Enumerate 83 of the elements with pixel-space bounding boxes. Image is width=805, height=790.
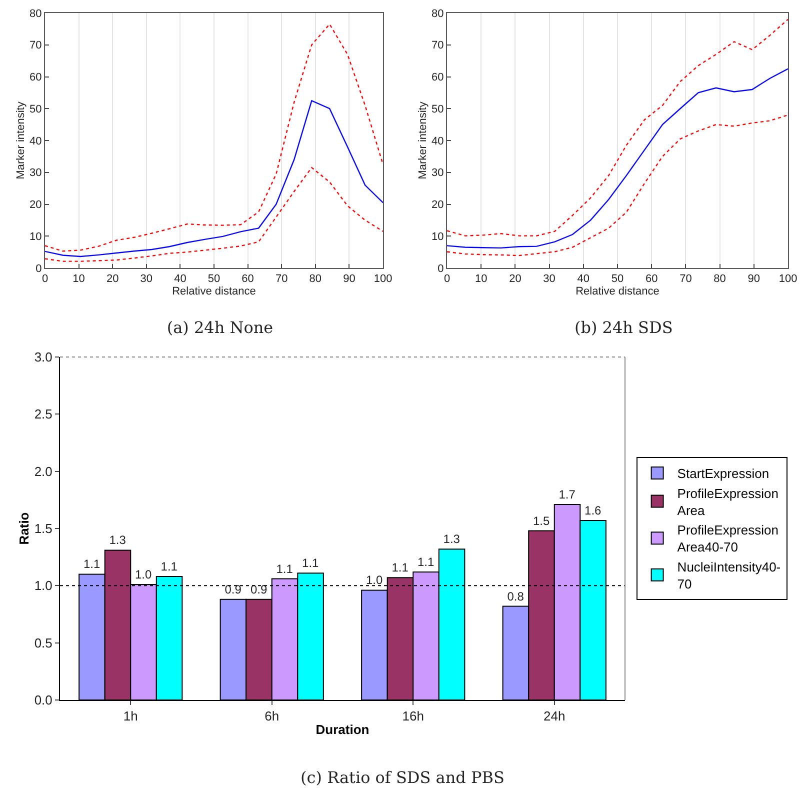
data-label: 1.5 <box>532 514 550 528</box>
y-tick-label: 70 <box>30 40 42 52</box>
data-label: 1.6 <box>584 504 602 518</box>
data-label: 1.3 <box>109 533 126 548</box>
y-tick-label: 2.5 <box>34 406 52 422</box>
line-series <box>45 24 383 252</box>
y-tick-label: 40 <box>432 135 444 148</box>
y-tick-label: 30 <box>432 167 444 180</box>
x-tick-label: 10 <box>72 273 85 286</box>
x-tick-label: 70 <box>275 273 288 286</box>
y-tick-label: 20 <box>30 199 42 212</box>
x-tick-label: 6h <box>264 708 280 724</box>
x-tick-label: 20 <box>509 273 522 286</box>
data-label: 0.9 <box>224 582 242 596</box>
x-tick-label: 30 <box>543 273 556 286</box>
y-tick-label: 60 <box>30 72 42 84</box>
x-tick-label: 40 <box>174 273 186 286</box>
y-tick-label: 30 <box>30 167 42 180</box>
y-tick-label: 1.5 <box>34 521 52 536</box>
y-tick-label: 20 <box>432 199 444 212</box>
x-tick-label: 50 <box>611 273 624 286</box>
x-tick-label: 90 <box>343 273 356 286</box>
x-axis-title: Relative distance <box>172 285 256 298</box>
x-tick-label: 16h <box>402 708 424 724</box>
x-tick-label: 100 <box>778 273 798 286</box>
data-label: 1.1 <box>276 562 294 576</box>
text: (a) 24h None <box>166 318 274 337</box>
x-tick-label: 30 <box>140 273 153 286</box>
line-series <box>45 166 383 262</box>
x-tick-label: 40 <box>577 273 590 286</box>
data-label: 1.1 <box>418 554 435 569</box>
data-label: 1.1 <box>392 560 409 575</box>
data-label: 1.3 <box>443 532 460 546</box>
y-tick-label: 40 <box>30 135 42 148</box>
y-tick-label: 60 <box>432 72 444 84</box>
line-series <box>447 114 788 256</box>
x-tick-label: 20 <box>106 273 119 286</box>
x-tick-label: 50 <box>208 273 220 286</box>
x-tick-label: 1h <box>123 708 138 724</box>
y-tick-label: 80 <box>432 8 444 20</box>
data-label: 1.1 <box>302 556 320 570</box>
y-tick-label: 10 <box>432 230 444 243</box>
x-tick-label: 80 <box>714 273 726 286</box>
data-label: 0.8 <box>507 589 524 604</box>
x-tick-label: 80 <box>309 273 322 286</box>
x-axis-title: Relative distance <box>576 285 660 298</box>
data-label: 1.0 <box>135 568 152 582</box>
x-tick-label: 60 <box>645 273 658 286</box>
y-tick-label: 0.0 <box>34 692 52 708</box>
y-tick-label: 80 <box>30 8 42 20</box>
y-axis-title: Ratio <box>16 512 32 545</box>
x-tick-label: 70 <box>680 273 692 286</box>
line-series <box>45 100 383 258</box>
text: (b) 24h SDS <box>574 318 673 337</box>
y-tick-label: 0 <box>438 262 444 275</box>
y-tick-label: 0 <box>36 262 42 275</box>
y-tick-label: 70 <box>432 40 444 52</box>
data-label: 1.1 <box>160 560 178 574</box>
y-tick-label: 50 <box>30 103 42 116</box>
y-axis-title: Marker intensity <box>417 101 430 180</box>
y-tick-label: 10 <box>30 230 42 243</box>
y-tick-label: 50 <box>432 103 444 116</box>
y-tick-label: 2.0 <box>34 464 52 479</box>
data-label: 1.0 <box>366 573 383 588</box>
x-tick-label: 10 <box>474 273 488 286</box>
line-series <box>447 18 788 236</box>
x-tick-label: 100 <box>374 273 392 286</box>
x-axis-title: Duration <box>316 722 370 738</box>
x-tick-label: 24h <box>544 708 566 724</box>
y-tick-label: 1.0 <box>34 578 52 594</box>
y-tick-label: 0.5 <box>34 635 52 650</box>
legend-label: ProfileExpressionArea40-70 <box>677 522 778 555</box>
x-tick-label: 90 <box>748 273 760 286</box>
x-tick-label: 60 <box>242 273 254 286</box>
legend-label: NucleiIntensity40-70 <box>677 560 781 592</box>
legend-label: ProfileExpressionArea <box>677 486 778 518</box>
y-axis-title: Marker intensity <box>15 101 28 180</box>
line-series <box>447 68 788 249</box>
y-tick-label: 3.0 <box>34 350 52 365</box>
data-label: 1.1 <box>83 557 100 572</box>
text: (c) Ratio of SDS and PBS <box>300 768 504 788</box>
legend-label: StartExpression <box>677 466 770 482</box>
data-label: 1.7 <box>558 487 576 502</box>
